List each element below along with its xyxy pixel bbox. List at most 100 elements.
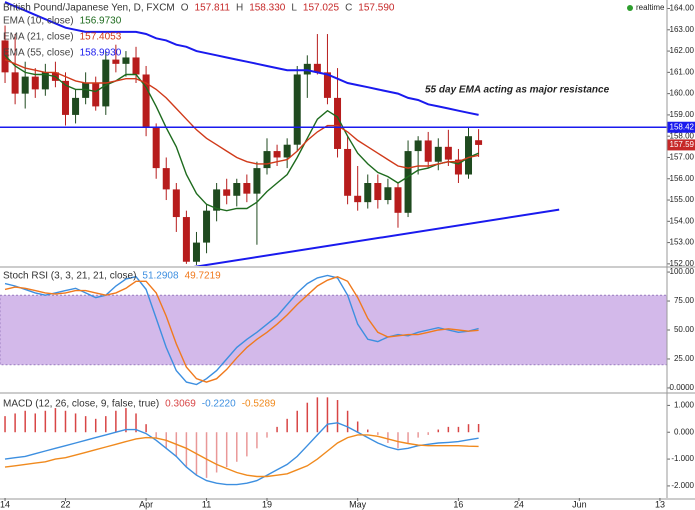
candle-body bbox=[61, 80, 69, 115]
y-tick-label: 159.00 bbox=[670, 110, 695, 119]
series-line bbox=[4, 1, 479, 116]
series-line bbox=[4, 434, 479, 478]
annotation: 55 day EMA acting as major resistance bbox=[425, 85, 610, 96]
x-tick-label: 16 bbox=[453, 499, 463, 509]
y-tick-label: -2.000 bbox=[671, 481, 694, 490]
panel-title: MACD (12, 26, close, 9, false, true) bbox=[3, 399, 159, 410]
x-tick-label: 11 bbox=[202, 499, 211, 509]
legend-value: 156.9730 bbox=[80, 16, 122, 27]
panel-title: Stoch RSI (3, 3, 21, 21, close) bbox=[3, 271, 136, 282]
price-marker bbox=[667, 121, 695, 133]
legend-name: EMA (55, close) bbox=[3, 48, 74, 59]
legend-value: 49.7219 bbox=[185, 271, 222, 282]
y-tick-label: 162.00 bbox=[670, 46, 695, 55]
price-marker bbox=[667, 139, 695, 151]
x-tick-label: 24 bbox=[514, 499, 524, 509]
price-marker-label: 158.42 bbox=[670, 122, 695, 131]
y-tick-label: 0.000 bbox=[674, 427, 695, 436]
y-tick-label: 75.00 bbox=[674, 296, 695, 305]
y-tick-label: -1.000 bbox=[671, 454, 694, 463]
legend-value: 0.3069 bbox=[165, 399, 196, 410]
candle-body bbox=[1, 40, 9, 73]
candle-body bbox=[263, 151, 271, 169]
candle-body bbox=[162, 168, 170, 190]
legend-name: EMA (10, close) bbox=[3, 16, 74, 27]
y-tick-label: 158.00 bbox=[670, 131, 695, 140]
candle-body bbox=[475, 140, 483, 145]
panel bbox=[4, 397, 480, 486]
trendline bbox=[193, 208, 560, 266]
candle-body bbox=[454, 159, 462, 175]
header-value: 157.811 bbox=[195, 3, 231, 14]
x-tick-label: 14 bbox=[0, 499, 10, 509]
candle-body bbox=[213, 189, 221, 211]
candle-body bbox=[11, 72, 19, 94]
band bbox=[0, 294, 667, 366]
candle-body bbox=[82, 82, 90, 98]
x-tick-label: May bbox=[349, 499, 367, 509]
candle-body bbox=[394, 187, 402, 213]
candle-body bbox=[283, 144, 291, 158]
x-tick-label: 13 bbox=[655, 499, 665, 509]
y-tick-label: 155.00 bbox=[670, 195, 695, 204]
candle-body bbox=[31, 76, 39, 90]
y-tick-label: 152.00 bbox=[670, 259, 695, 268]
candle-body bbox=[72, 97, 80, 115]
candle-body bbox=[21, 76, 29, 94]
candle-body bbox=[182, 217, 190, 262]
candle-body bbox=[41, 72, 49, 90]
y-tick-label: 161.00 bbox=[670, 67, 695, 76]
series-line bbox=[4, 275, 479, 383]
panel bbox=[1, 1, 560, 266]
candle-body bbox=[344, 148, 352, 196]
chart-title: British Pound/Japanese Yen, D, FXCM bbox=[3, 3, 175, 14]
candle-body bbox=[243, 183, 251, 194]
y-tick-label: 100.00 bbox=[670, 267, 695, 276]
candle-body bbox=[414, 140, 422, 152]
legend-value: 51.2908 bbox=[142, 271, 179, 282]
y-tick-label: 163.00 bbox=[670, 25, 695, 34]
panel bbox=[0, 274, 667, 386]
candle-body bbox=[112, 59, 120, 64]
candle-body bbox=[223, 189, 231, 196]
y-tick-label: 1.000 bbox=[674, 401, 695, 410]
price-marker-label: 157.59 bbox=[670, 140, 695, 149]
candle-body bbox=[444, 146, 452, 160]
candle-body bbox=[192, 242, 200, 262]
x-tick-label: Apr bbox=[139, 499, 153, 509]
candle-body bbox=[364, 183, 372, 203]
x-tick-label: 19 bbox=[262, 499, 272, 509]
y-tick-label: 157.00 bbox=[670, 153, 695, 162]
y-tick-label: 153.00 bbox=[670, 238, 695, 247]
realtime-label: realtime bbox=[636, 3, 665, 12]
legend-value: 158.9930 bbox=[80, 48, 122, 59]
candle-body bbox=[374, 183, 382, 201]
y-axis: 164.00 163.00 162.00 161.00 160.00 159.00 158.… bbox=[667, 4, 695, 268]
series-line bbox=[4, 54, 479, 212]
realtime-dot bbox=[627, 5, 633, 11]
legend-name: EMA (21, close) bbox=[3, 32, 74, 43]
candle-body bbox=[323, 72, 331, 98]
header-key: L bbox=[291, 3, 297, 14]
candle-body bbox=[313, 63, 321, 73]
candle-body bbox=[142, 74, 150, 128]
series-line bbox=[4, 58, 479, 169]
candle-body bbox=[253, 168, 261, 194]
y-tick-label: 154.00 bbox=[670, 216, 695, 225]
header-value: 158.330 bbox=[249, 3, 286, 14]
header-value: 157.590 bbox=[358, 3, 395, 14]
legend-value: -0.2220 bbox=[202, 399, 236, 410]
candle-body bbox=[303, 63, 311, 75]
y-tick-label: 160.00 bbox=[670, 89, 695, 98]
series-line bbox=[4, 422, 479, 486]
candle-body bbox=[293, 74, 301, 145]
y-tick-label: 50.00 bbox=[674, 325, 695, 334]
y-tick-label: 0.0000 bbox=[670, 383, 695, 392]
y-tick-label: 25.00 bbox=[674, 354, 695, 363]
x-tick-label: Jun bbox=[572, 499, 587, 509]
candle-body bbox=[132, 57, 140, 75]
candle-body bbox=[152, 127, 160, 169]
candle-body bbox=[384, 187, 392, 201]
candle-body bbox=[233, 183, 241, 196]
